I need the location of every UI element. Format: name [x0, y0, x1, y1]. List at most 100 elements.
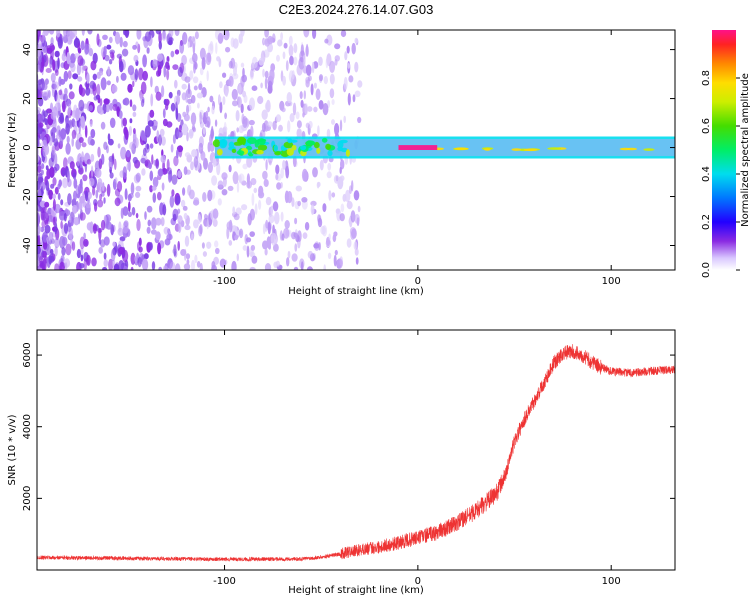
top-x-axis-label: Height of straight line (km): [288, 286, 424, 297]
noise-blob: [54, 50, 60, 58]
carrier-blob: [339, 139, 348, 144]
noise-blob: [217, 32, 224, 44]
noise-blob: [300, 44, 305, 57]
noise-blob: [251, 192, 255, 206]
noise-blob: [83, 258, 87, 270]
noise-blob: [53, 81, 59, 90]
noise-blob: [221, 189, 228, 196]
noise-blob: [80, 87, 86, 97]
noise-blob: [263, 179, 269, 187]
carrier-blob: [231, 148, 237, 153]
noise-blob: [61, 169, 65, 178]
noise-blob: [67, 70, 72, 80]
noise-blob: [64, 87, 68, 96]
noise-blob: [270, 232, 277, 246]
carrier-blob: [305, 140, 316, 146]
noise-blob: [193, 197, 200, 205]
carrier-streak: [511, 148, 522, 151]
noise-blob: [231, 88, 238, 101]
noise-blob: [222, 176, 227, 187]
noise-blob: [196, 261, 201, 268]
noise-blob: [225, 46, 231, 53]
noise-blob: [57, 57, 60, 70]
snr-line: [37, 344, 675, 563]
noise-blob: [306, 106, 313, 112]
noise-blob: [172, 134, 176, 145]
noise-blob: [218, 96, 222, 103]
noise-blob: [202, 192, 207, 202]
noise-blob: [160, 155, 166, 164]
noise-blob: [262, 240, 268, 250]
noise-blob: [211, 175, 218, 186]
noise-blob: [219, 258, 227, 268]
noise-blob: [293, 266, 299, 270]
noise-blob: [80, 115, 85, 129]
noise-blob: [109, 117, 116, 128]
noise-blob: [169, 261, 176, 270]
noise-blob: [52, 59, 56, 71]
colorbar-tick-label: 0.4: [701, 166, 712, 182]
noise-blob: [323, 76, 328, 85]
noise-blob: [319, 159, 324, 171]
noise-blob: [244, 234, 249, 245]
noise-blob: [86, 73, 90, 84]
noise-blob: [313, 243, 320, 249]
noise-blob: [322, 225, 328, 237]
noise-blob: [126, 150, 131, 158]
noise-blob: [158, 40, 162, 50]
noise-blob: [43, 212, 50, 224]
noise-blob: [69, 161, 75, 170]
noise-blob: [108, 138, 114, 146]
noise-blob: [161, 31, 167, 41]
noise-blob: [118, 221, 122, 233]
noise-blob: [251, 255, 258, 264]
noise-blob: [194, 61, 198, 70]
noise-blob: [335, 175, 339, 182]
noise-blob: [50, 37, 54, 46]
noise-blob: [177, 240, 180, 251]
noise-blob: [180, 199, 186, 208]
noise-blob: [317, 217, 323, 228]
noise-blob: [216, 162, 221, 176]
noise-blob: [157, 242, 162, 255]
noise-blob: [353, 241, 358, 251]
noise-blob: [77, 42, 81, 53]
noise-blob: [251, 85, 258, 91]
noise-blob: [311, 61, 315, 74]
noise-blob: [186, 104, 189, 115]
noise-blob: [177, 66, 183, 78]
noise-blob: [185, 90, 189, 103]
noise-blob: [51, 238, 55, 245]
noise-blob: [73, 217, 80, 226]
noise-blob: [249, 97, 255, 111]
noise-blob: [49, 42, 55, 52]
noise-blob: [193, 156, 199, 168]
noise-blob: [264, 263, 272, 270]
noise-blob: [228, 75, 234, 87]
noise-blob: [96, 181, 104, 193]
noise-blob: [351, 180, 354, 192]
noise-blob: [282, 160, 286, 170]
noise-blob: [59, 112, 64, 123]
y-tick-label: 20: [22, 92, 33, 105]
noise-blob: [272, 201, 279, 212]
noise-blob: [37, 59, 42, 71]
noise-blob: [55, 134, 60, 140]
noise-blob: [104, 54, 110, 62]
noise-blob: [153, 159, 157, 166]
noise-blob: [54, 186, 59, 195]
noise-blob: [82, 174, 88, 182]
noise-blob: [223, 121, 227, 133]
noise-blob: [98, 227, 102, 241]
noise-blob: [238, 33, 243, 44]
noise-blob: [116, 181, 123, 193]
noise-blob: [46, 236, 51, 242]
noise-blob: [184, 235, 190, 247]
noise-blob: [62, 100, 66, 113]
noise-blob: [137, 241, 141, 251]
noise-blob: [232, 171, 239, 185]
noise-blob: [235, 207, 242, 215]
noise-blob: [349, 227, 357, 236]
noise-blob: [169, 195, 175, 208]
noise-blob: [62, 177, 68, 189]
